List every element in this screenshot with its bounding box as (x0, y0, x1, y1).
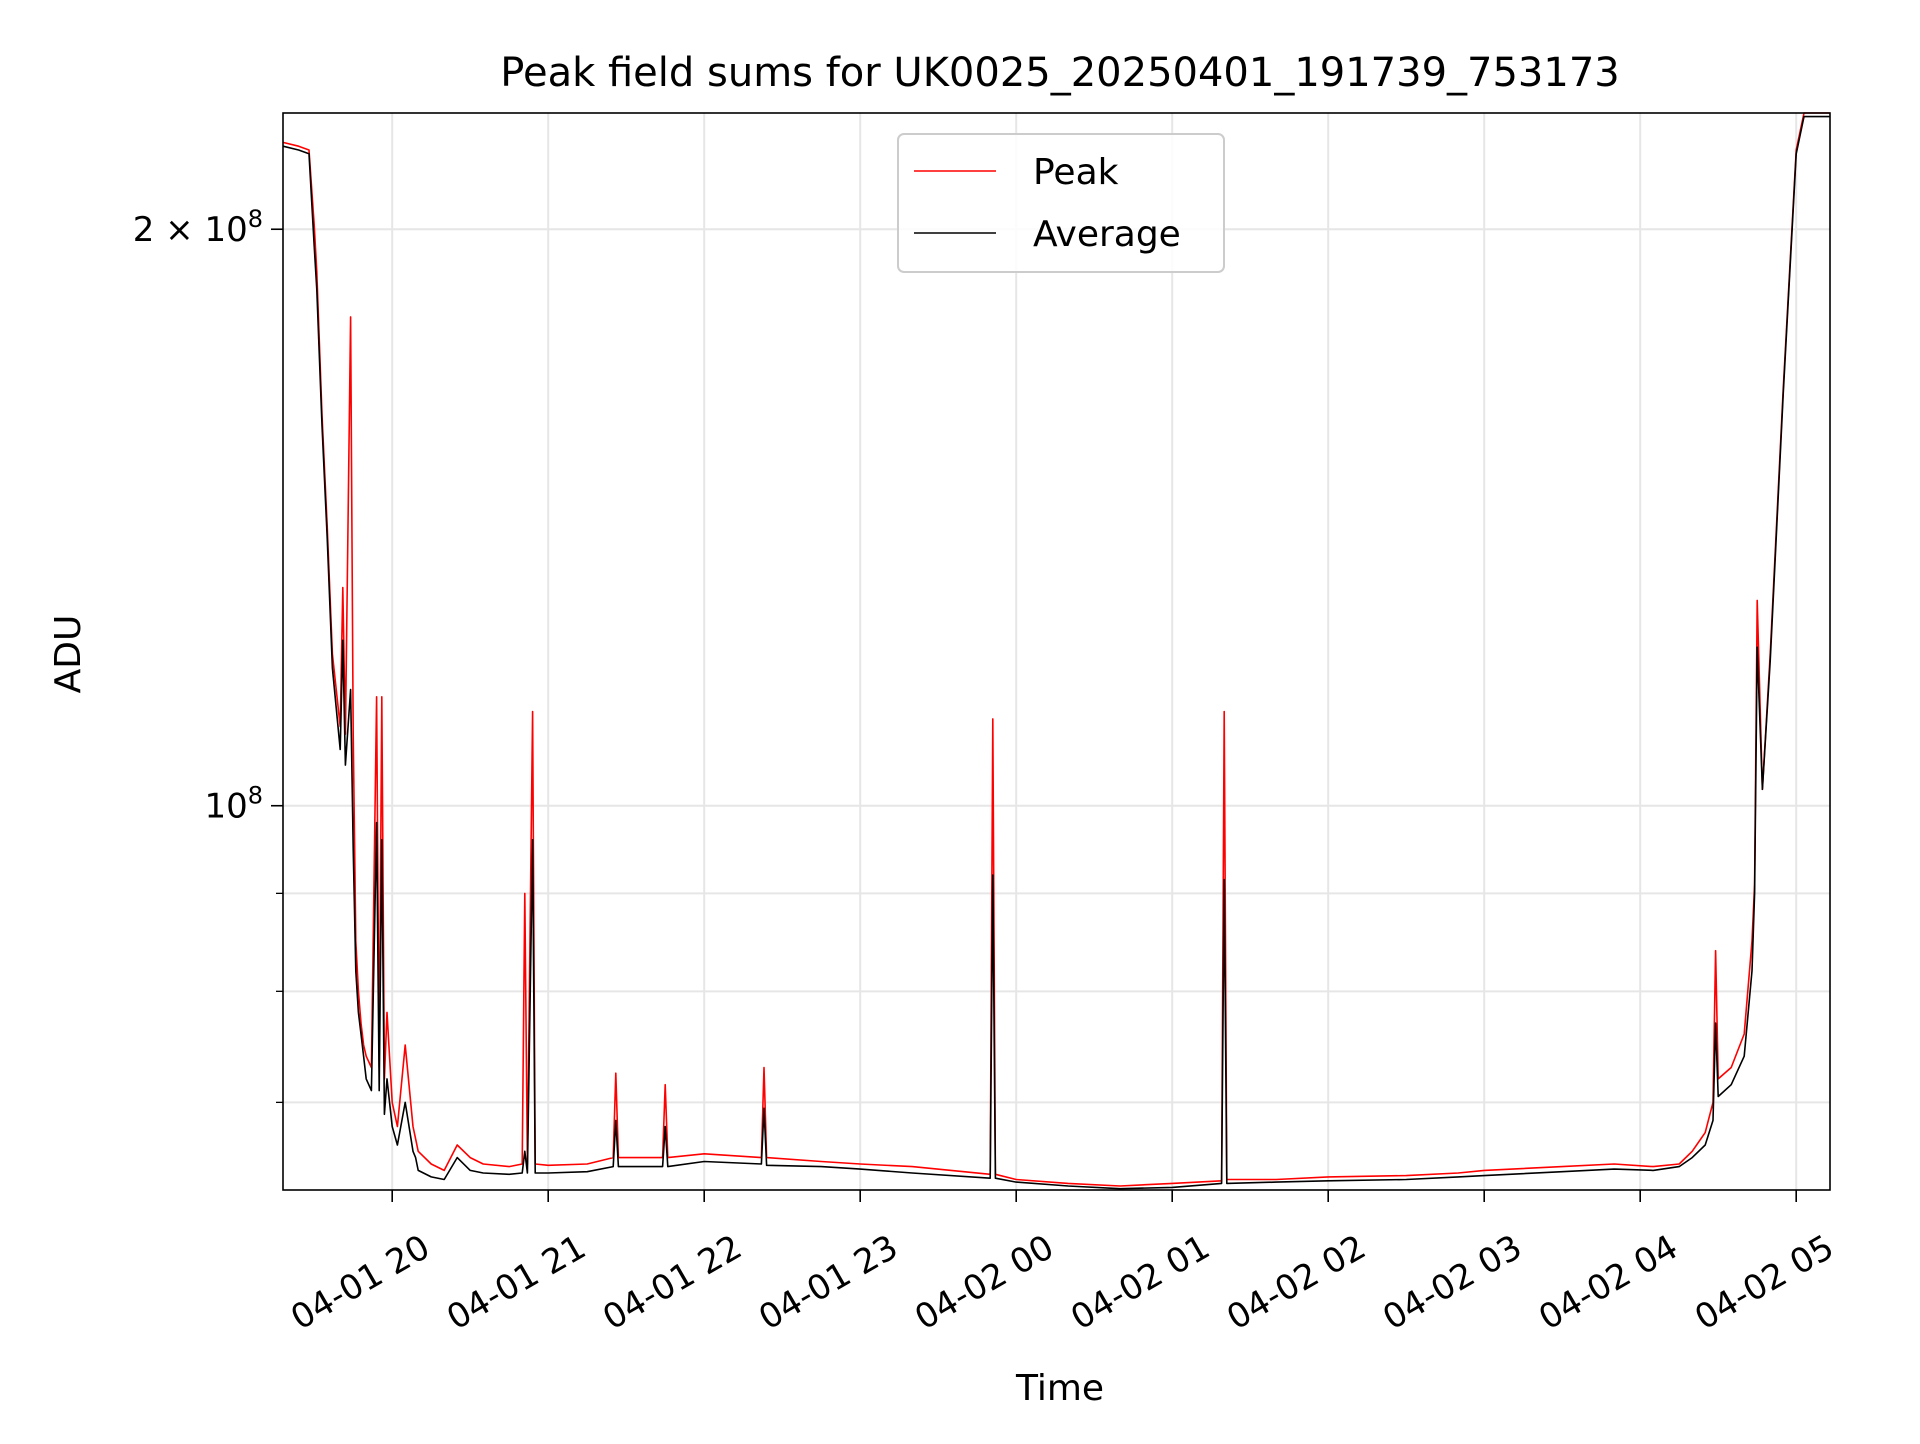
x-axis-label: Time (1015, 1368, 1104, 1409)
series-layer (282, 112, 1830, 1190)
legend: Peak Average (897, 133, 1225, 273)
chart-title: Peak field sums for UK0025_20250401_1917… (500, 50, 1619, 96)
y-tick-label: 2 × 108 (133, 205, 263, 250)
legend-label-peak: Peak (1033, 152, 1119, 193)
y-axis: 108 2 × 108 (133, 205, 283, 1104)
plot-frame (282, 112, 1831, 1191)
legend-label-average: Average (1033, 214, 1181, 255)
y-axis-label: ADU (48, 615, 89, 694)
y-tick-label: 108 (204, 782, 263, 827)
series-line-average (282, 115, 1830, 1190)
legend-box (897, 133, 1225, 273)
